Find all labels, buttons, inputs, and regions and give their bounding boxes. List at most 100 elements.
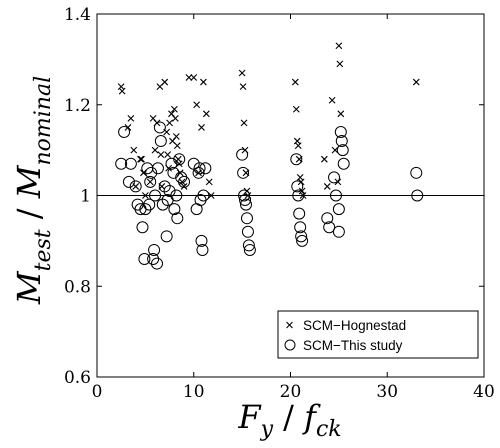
data-point-this-study [294, 221, 307, 234]
data-point-hognestad [164, 151, 172, 159]
data-point-this-study [138, 253, 151, 266]
x-tick-label: 0 [92, 382, 103, 402]
x-stroke [138, 155, 145, 163]
x-stroke [190, 74, 198, 81]
data-point-hognestad [185, 74, 193, 81]
x-stroke [185, 74, 193, 81]
x-stroke [171, 114, 179, 122]
data-point-this-study [239, 194, 252, 207]
data-point-hognestad [157, 151, 165, 159]
data-point-hognestad [240, 119, 248, 127]
legend: SCM−Hognestad SCM−This study [277, 310, 479, 359]
x-stroke [149, 114, 157, 122]
x-stroke [323, 183, 331, 190]
x-stroke [164, 151, 172, 159]
data-point-this-study [241, 225, 254, 238]
data-point-hognestad [173, 142, 181, 149]
data-point-this-study [290, 153, 303, 166]
x-stroke [193, 101, 201, 109]
x-stroke [200, 78, 207, 86]
data-point-this-study [335, 135, 348, 148]
x-stroke [172, 133, 180, 140]
y-label-main-1: M [10, 270, 48, 305]
data-point-this-study [321, 212, 334, 225]
x-tick-label: 40 [473, 382, 495, 402]
x-label-separator: / [273, 398, 304, 436]
y-tick-label: 1 [80, 187, 91, 207]
data-point-hognestad [166, 119, 173, 127]
data-point-this-study [139, 203, 152, 216]
data-point-this-study [332, 203, 345, 216]
legend-marker-x-icon [286, 321, 293, 329]
data-point-this-study [144, 175, 157, 188]
data-point-hognestad [412, 78, 420, 86]
y-tick-label: 1.2 [64, 96, 91, 116]
y-label-sub-2: nominal [31, 76, 56, 166]
data-point-this-study [337, 157, 350, 170]
data-point-this-study [143, 198, 156, 211]
data-point-this-study [160, 230, 173, 243]
x-stroke [336, 60, 344, 68]
x-stroke [294, 142, 302, 149]
x-stroke [173, 142, 181, 149]
x-stroke [292, 105, 300, 113]
x-stroke [239, 83, 247, 90]
data-point-this-study [332, 225, 345, 238]
data-point-this-study [199, 162, 212, 175]
data-point-hognestad [118, 87, 126, 95]
x-stroke [205, 178, 213, 186]
data-point-this-study [239, 198, 252, 211]
x-stroke [151, 146, 159, 154]
data-point-this-study [124, 157, 137, 170]
data-point-this-study [151, 162, 164, 175]
data-point-this-study [334, 125, 347, 138]
legend-box [277, 310, 479, 359]
data-point-this-study [291, 180, 304, 193]
data-point-this-study [129, 180, 142, 193]
axis-tick-labels: 0 10 20 30 40 0.6 0.8 1 1.2 1.4 [64, 5, 495, 402]
y-tick-label: 1.4 [64, 5, 91, 25]
x-stroke [132, 183, 140, 190]
data-point-this-study [148, 243, 161, 256]
data-point-this-study [323, 221, 336, 234]
legend-marker-circle-icon [284, 339, 296, 351]
data-point-hognestad [320, 155, 328, 163]
data-point-this-study [336, 144, 349, 157]
data-point-this-study [145, 166, 158, 179]
data-point-hognestad [294, 142, 302, 149]
y-tick-label: 0.6 [64, 368, 91, 388]
data-point-this-study [192, 166, 205, 179]
x-stroke [198, 124, 205, 131]
data-point-this-study [171, 212, 184, 225]
data-point-hognestad [127, 114, 135, 122]
data-point-this-study [147, 253, 160, 266]
data-point-this-study [136, 221, 149, 234]
data-point-hognestad [161, 78, 169, 86]
x-stroke [118, 87, 126, 95]
legend-label-hognestad: SCM−Hognestad [303, 318, 406, 333]
y-label-main-2: M [10, 164, 48, 199]
x-stroke [166, 119, 173, 127]
axis-ticks [96, 13, 485, 378]
x-stroke [412, 78, 420, 86]
data-point-this-study [163, 184, 176, 197]
x-stroke [171, 105, 178, 113]
data-point-hognestad [335, 42, 343, 50]
x-label-sub-2: ck [316, 417, 342, 442]
x-stroke [238, 69, 246, 77]
data-point-hognestad [238, 69, 246, 77]
data-point-hognestad [130, 146, 138, 154]
data-point-hognestad [331, 146, 339, 154]
data-point-hognestad [292, 105, 300, 113]
data-point-hognestad [239, 83, 247, 90]
data-point-hognestad [180, 183, 188, 190]
data-point-this-study [153, 121, 166, 134]
x-stroke [130, 146, 138, 154]
x-stroke [161, 78, 169, 86]
data-point-this-study [173, 153, 186, 166]
data-point-hognestad [172, 133, 180, 140]
data-point-hognestad [205, 178, 213, 186]
data-point-hognestad [328, 96, 336, 104]
data-point-this-study [193, 162, 206, 175]
data-point-this-study [115, 157, 128, 170]
